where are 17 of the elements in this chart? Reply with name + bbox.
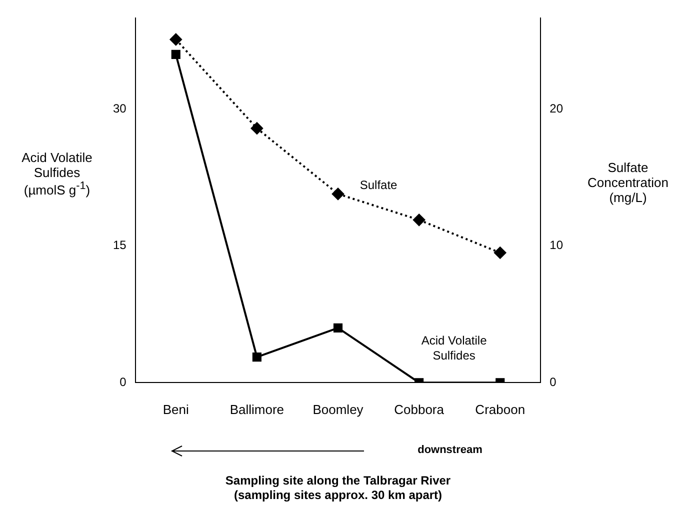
x-axis-title: Sampling site along the Talbragar River (sampling sites approx. 30 km apart) bbox=[225, 474, 451, 502]
text: downstream bbox=[416, 444, 484, 456]
x-tick-label: Boomley bbox=[312, 402, 364, 417]
y2-tick-label: 20 bbox=[550, 101, 564, 116]
y2-tick-label: 10 bbox=[550, 238, 564, 252]
y-tick-label: 30 bbox=[112, 101, 127, 116]
x-tick-label: Cobbora bbox=[394, 402, 445, 417]
y-axis-title: Acid Volatile Sulfides (µmolS g$^{-1}$) bbox=[20, 150, 94, 198]
y2-axis-title: Sulfate Concentration (mg/L) bbox=[586, 160, 670, 205]
x-tick-label: Ballimore bbox=[230, 402, 284, 417]
y-tick-label: 0 bbox=[120, 374, 127, 389]
x-tick-label: Beni bbox=[162, 402, 189, 417]
x-tick-label: Craboon bbox=[475, 402, 526, 417]
series-label: Sulfate bbox=[360, 178, 398, 192]
series-label: Acid Volatile Sulfides bbox=[421, 334, 488, 363]
y2-tick-label: 0 bbox=[550, 374, 557, 389]
y-tick-label: 15 bbox=[112, 238, 127, 252]
